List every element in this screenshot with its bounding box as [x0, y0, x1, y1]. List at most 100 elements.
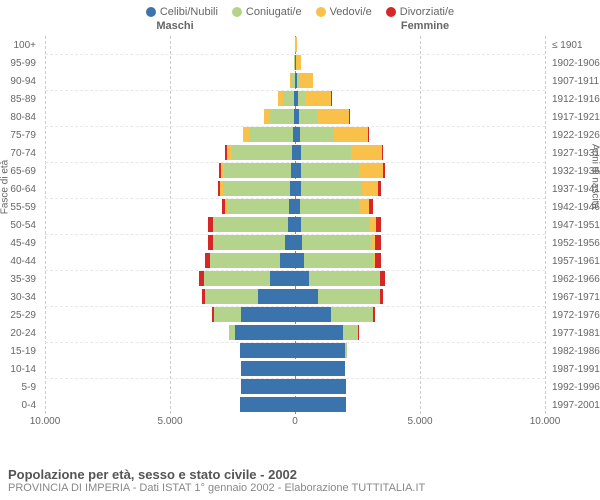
bar-segment [369, 199, 373, 214]
bar-segment [305, 91, 331, 106]
bar-segment [300, 199, 359, 214]
birth-tick: 1967-1971 [548, 288, 600, 306]
male-half [45, 270, 295, 288]
age-tick: 90-94 [0, 72, 40, 90]
bar-segment [235, 325, 295, 340]
legend-dot [232, 7, 242, 17]
x-axis: 10.0005.00005.00010.000 [45, 416, 545, 436]
legend-item: Celibi/Nubili [146, 6, 218, 18]
bar-segment [380, 271, 385, 286]
pyramid-row [45, 270, 545, 288]
bar-segment [299, 73, 313, 88]
pyramid-bars [45, 36, 545, 414]
female-half [295, 288, 545, 306]
bar-segment [301, 145, 351, 160]
bar-segment [295, 271, 309, 286]
female-half [295, 234, 545, 252]
age-tick: 25-29 [0, 306, 40, 324]
bar-segment [280, 253, 295, 268]
birth-tick: 1957-1961 [548, 252, 600, 270]
bar-segment [359, 199, 369, 214]
bar-segment [240, 397, 295, 412]
age-tick: 55-59 [0, 198, 40, 216]
pyramid-row [45, 36, 545, 54]
bar-segment [227, 199, 290, 214]
pyramid-row [45, 108, 545, 126]
age-tick: 100+ [0, 36, 40, 54]
bar-segment [295, 397, 346, 412]
bar-segment [299, 109, 317, 124]
female-half [295, 144, 545, 162]
birth-tick: 1902-1906 [548, 54, 600, 72]
birth-tick: 1922-1926 [548, 126, 600, 144]
bar-segment [382, 145, 384, 160]
chart-subtitle: PROVINCIA DI IMPERIA - Dati ISTAT 1° gen… [8, 482, 592, 494]
age-tick: 65-69 [0, 162, 40, 180]
age-tick: 5-9 [0, 378, 40, 396]
pyramid-row [45, 342, 545, 360]
birth-tick: 1937-1941 [548, 180, 600, 198]
age-tick: 0-4 [0, 396, 40, 414]
age-tick: 95-99 [0, 54, 40, 72]
x-tick: 5.000 [157, 416, 182, 427]
chart-container: Celibi/Nubili Coniugati/e Vedovi/e Divorzia… [0, 0, 600, 500]
age-tick: 70-74 [0, 144, 40, 162]
female-half [295, 216, 545, 234]
legend-dot [146, 7, 156, 17]
male-half [45, 306, 295, 324]
bar-segment [283, 91, 294, 106]
male-half [45, 342, 295, 360]
legend-item: Vedovi/e [316, 6, 372, 18]
bar-segment [300, 127, 334, 142]
female-half [295, 198, 545, 216]
male-half [45, 324, 295, 342]
legend-item: Coniugati/e [232, 6, 302, 18]
age-tick: 45-49 [0, 234, 40, 252]
female-half [295, 396, 545, 414]
female-half [295, 324, 545, 342]
birth-tick: 1962-1966 [548, 270, 600, 288]
male-half [45, 180, 295, 198]
male-half [45, 252, 295, 270]
pyramid-row [45, 306, 545, 324]
male-half [45, 162, 295, 180]
x-tick: 5.000 [407, 416, 432, 427]
birth-tick: 1932-1936 [548, 162, 600, 180]
x-tick: 10.000 [530, 416, 561, 427]
birth-tick: 1917-1921 [548, 108, 600, 126]
legend-label: Divorziati/e [400, 6, 454, 18]
bar-segment [240, 343, 295, 358]
pyramid-row [45, 396, 545, 414]
gender-headers: Maschi Femmine [0, 20, 600, 36]
bar-segment [295, 343, 345, 358]
female-half [295, 54, 545, 72]
bar-segment [232, 145, 292, 160]
y-axis-birth: ≤ 19011902-19061907-19111912-19161917-19… [548, 36, 600, 414]
legend-label: Celibi/Nubili [160, 6, 218, 18]
birth-tick: 1927-1931 [548, 144, 600, 162]
legend-label: Coniugati/e [246, 6, 302, 18]
pyramid-row [45, 144, 545, 162]
female-half [295, 108, 545, 126]
bar-segment [210, 253, 280, 268]
age-tick: 75-79 [0, 126, 40, 144]
bar-segment [358, 325, 359, 340]
male-half [45, 108, 295, 126]
age-tick: 50-54 [0, 216, 40, 234]
legend-label: Vedovi/e [330, 6, 372, 18]
age-tick: 15-19 [0, 342, 40, 360]
bar-segment [204, 271, 270, 286]
female-half [295, 162, 545, 180]
legend-dot [386, 7, 396, 17]
bar-segment [362, 181, 378, 196]
male-half [45, 36, 295, 54]
grid-vline [545, 36, 546, 414]
bar-segment [298, 91, 305, 106]
pyramid-row [45, 198, 545, 216]
age-tick: 20-24 [0, 324, 40, 342]
male-half [45, 198, 295, 216]
bar-segment [301, 181, 362, 196]
male-half [45, 144, 295, 162]
bar-segment [373, 307, 375, 322]
footer: Popolazione per età, sesso e stato civil… [8, 467, 592, 494]
